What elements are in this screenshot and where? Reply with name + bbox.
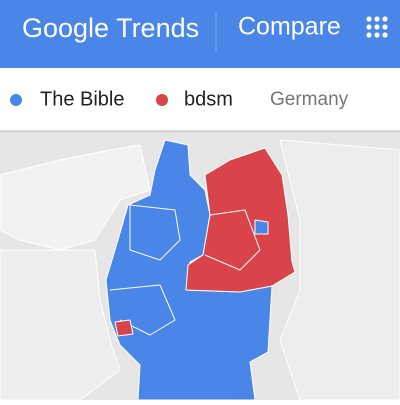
apps-icon[interactable]: [366, 16, 388, 38]
neighbor-country: [0, 144, 151, 251]
legend-label[interactable]: The Bible: [40, 88, 125, 110]
legend-dot: [10, 94, 22, 106]
map: [0, 139, 400, 401]
app-title: Google Trends: [22, 13, 199, 43]
region-blue: [254, 219, 269, 235]
legend-dot: [156, 94, 168, 106]
neighbor-country: [279, 139, 400, 401]
region-red: [185, 147, 296, 293]
compare-button[interactable]: Compare: [238, 13, 341, 41]
app-bar: [0, 0, 400, 68]
legend-label[interactable]: bdsm: [184, 88, 233, 110]
region-name[interactable]: Germany: [270, 89, 349, 110]
state-border: [109, 284, 176, 336]
state-border: [129, 204, 181, 261]
state-border: [204, 209, 261, 271]
legend-shadow: [0, 130, 400, 133]
region-blue: [105, 139, 273, 401]
legend-bar: [0, 68, 400, 130]
region-red: [114, 319, 134, 337]
